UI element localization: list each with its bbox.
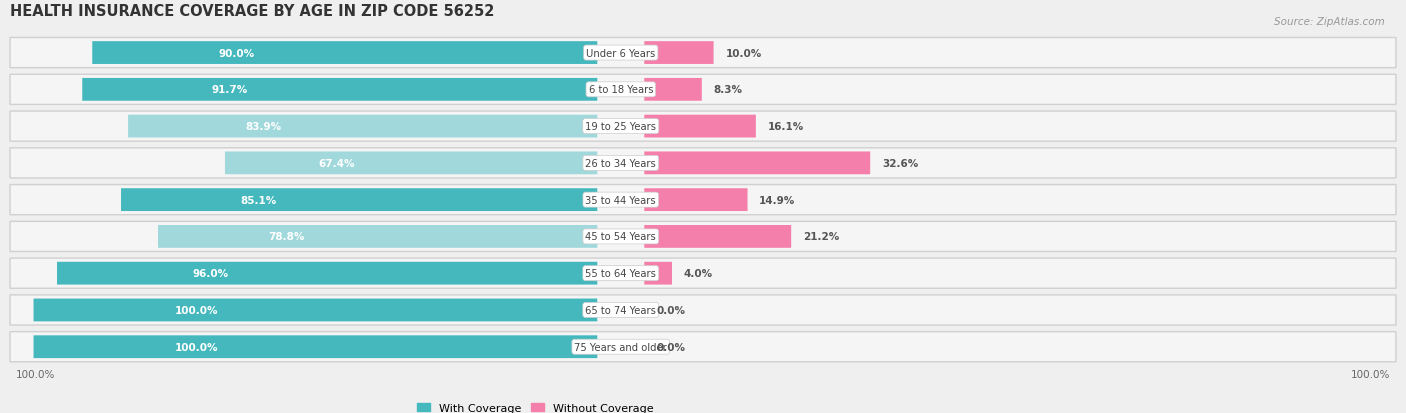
FancyBboxPatch shape xyxy=(644,42,714,65)
Text: Under 6 Years: Under 6 Years xyxy=(586,48,655,58)
Text: 21.2%: 21.2% xyxy=(803,232,839,242)
Text: 0.0%: 0.0% xyxy=(657,342,685,352)
Text: 16.1%: 16.1% xyxy=(768,122,804,132)
Text: 4.0%: 4.0% xyxy=(683,268,713,278)
FancyBboxPatch shape xyxy=(644,152,870,175)
FancyBboxPatch shape xyxy=(644,79,702,102)
FancyBboxPatch shape xyxy=(128,115,598,138)
Text: 8.3%: 8.3% xyxy=(713,85,742,95)
Text: Source: ZipAtlas.com: Source: ZipAtlas.com xyxy=(1274,17,1385,26)
Text: 100.0%: 100.0% xyxy=(15,369,55,380)
Text: 32.6%: 32.6% xyxy=(882,159,918,169)
Text: 67.4%: 67.4% xyxy=(318,159,354,169)
Text: 78.8%: 78.8% xyxy=(269,232,304,242)
FancyBboxPatch shape xyxy=(10,148,1396,178)
Text: 14.9%: 14.9% xyxy=(759,195,796,205)
FancyBboxPatch shape xyxy=(644,189,748,211)
FancyBboxPatch shape xyxy=(10,222,1396,252)
Text: 100.0%: 100.0% xyxy=(174,342,218,352)
FancyBboxPatch shape xyxy=(93,42,598,65)
Text: 65 to 74 Years: 65 to 74 Years xyxy=(585,305,657,315)
Legend: With Coverage, Without Coverage: With Coverage, Without Coverage xyxy=(418,403,654,413)
FancyBboxPatch shape xyxy=(121,189,598,211)
Text: 85.1%: 85.1% xyxy=(240,195,277,205)
FancyBboxPatch shape xyxy=(10,295,1396,325)
FancyBboxPatch shape xyxy=(58,262,598,285)
FancyBboxPatch shape xyxy=(10,185,1396,215)
FancyBboxPatch shape xyxy=(644,225,792,248)
FancyBboxPatch shape xyxy=(34,335,598,358)
FancyBboxPatch shape xyxy=(644,262,672,285)
FancyBboxPatch shape xyxy=(225,152,598,175)
Text: HEALTH INSURANCE COVERAGE BY AGE IN ZIP CODE 56252: HEALTH INSURANCE COVERAGE BY AGE IN ZIP … xyxy=(10,4,495,19)
Text: 75 Years and older: 75 Years and older xyxy=(575,342,668,352)
Text: 45 to 54 Years: 45 to 54 Years xyxy=(585,232,657,242)
Text: 91.7%: 91.7% xyxy=(211,85,247,95)
FancyBboxPatch shape xyxy=(644,115,756,138)
Text: 96.0%: 96.0% xyxy=(193,268,228,278)
FancyBboxPatch shape xyxy=(83,79,598,102)
FancyBboxPatch shape xyxy=(34,299,598,322)
FancyBboxPatch shape xyxy=(10,259,1396,289)
Text: 83.9%: 83.9% xyxy=(246,122,281,132)
Text: 100.0%: 100.0% xyxy=(1351,369,1391,380)
Text: 10.0%: 10.0% xyxy=(725,48,762,58)
Text: 35 to 44 Years: 35 to 44 Years xyxy=(585,195,657,205)
FancyBboxPatch shape xyxy=(10,112,1396,142)
FancyBboxPatch shape xyxy=(10,38,1396,69)
Text: 90.0%: 90.0% xyxy=(218,48,254,58)
Text: 0.0%: 0.0% xyxy=(657,305,685,315)
Text: 19 to 25 Years: 19 to 25 Years xyxy=(585,122,657,132)
FancyBboxPatch shape xyxy=(10,332,1396,362)
FancyBboxPatch shape xyxy=(10,75,1396,105)
Text: 55 to 64 Years: 55 to 64 Years xyxy=(585,268,657,278)
Text: 6 to 18 Years: 6 to 18 Years xyxy=(589,85,652,95)
Text: 100.0%: 100.0% xyxy=(174,305,218,315)
FancyBboxPatch shape xyxy=(157,225,598,248)
Text: 26 to 34 Years: 26 to 34 Years xyxy=(585,159,657,169)
